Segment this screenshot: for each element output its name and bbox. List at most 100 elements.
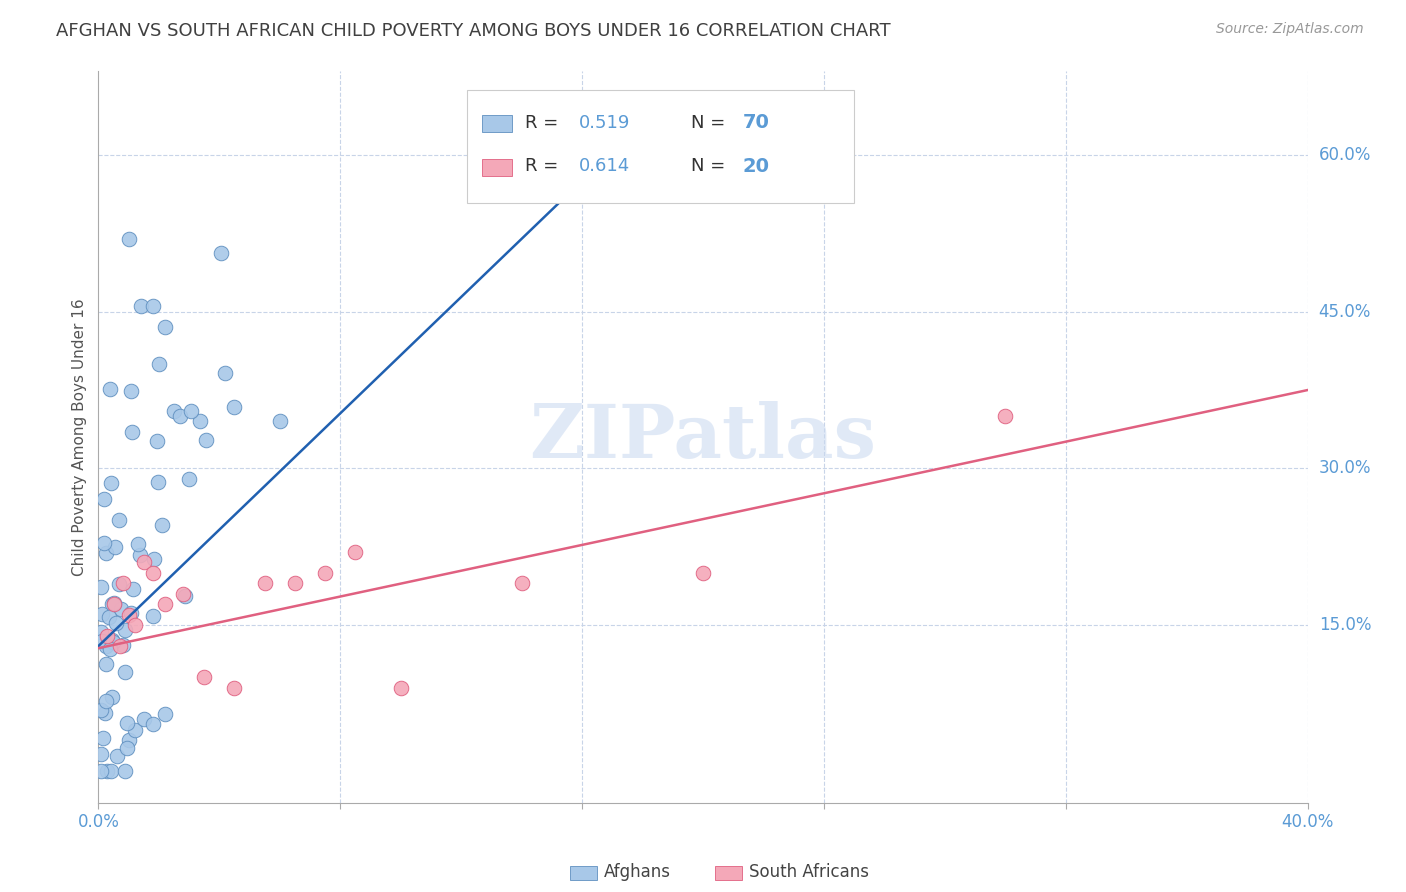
Point xyxy=(108,513,131,527)
Point xyxy=(115,741,138,756)
Point xyxy=(146,434,169,448)
Point xyxy=(100,764,122,779)
Point xyxy=(104,540,127,554)
FancyBboxPatch shape xyxy=(482,115,512,132)
Point xyxy=(96,629,118,643)
Point xyxy=(90,624,112,639)
Point xyxy=(169,409,191,423)
Text: ZIPatlas: ZIPatlas xyxy=(530,401,876,474)
Point xyxy=(224,400,246,414)
Point xyxy=(118,733,141,747)
Point xyxy=(143,551,166,566)
Point xyxy=(118,607,141,622)
Point xyxy=(90,747,112,761)
Point xyxy=(111,576,134,591)
Text: 0.614: 0.614 xyxy=(578,158,630,176)
Text: N =: N = xyxy=(690,158,731,176)
Point xyxy=(132,556,155,570)
Point xyxy=(142,566,165,580)
Point xyxy=(101,633,124,648)
Text: R =: R = xyxy=(526,158,564,176)
Point xyxy=(253,576,276,591)
Point xyxy=(344,545,367,559)
Point xyxy=(142,300,165,314)
Point xyxy=(195,433,218,447)
Point xyxy=(108,577,131,591)
Point xyxy=(152,518,174,533)
Point xyxy=(132,712,155,726)
Point xyxy=(172,587,194,601)
Point xyxy=(163,404,186,418)
Point xyxy=(100,476,122,491)
Point xyxy=(114,624,136,638)
Point xyxy=(105,748,128,763)
Point xyxy=(98,610,121,624)
Point xyxy=(100,597,122,611)
Point xyxy=(994,409,1017,424)
Point xyxy=(93,536,115,550)
Point xyxy=(153,320,176,334)
Point xyxy=(148,475,170,489)
Point xyxy=(118,231,141,245)
Text: 70: 70 xyxy=(742,113,769,132)
Point xyxy=(114,665,136,680)
Y-axis label: Child Poverty Among Boys Under 16: Child Poverty Among Boys Under 16 xyxy=(72,298,87,576)
Point xyxy=(129,300,152,314)
Point xyxy=(94,546,117,560)
Point xyxy=(148,357,170,371)
Point xyxy=(121,425,143,439)
Point xyxy=(96,764,118,779)
Point xyxy=(124,618,146,632)
Point xyxy=(91,607,114,621)
Point xyxy=(214,366,236,380)
Text: 30.0%: 30.0% xyxy=(1319,459,1371,477)
Point xyxy=(510,576,533,591)
Text: 0.519: 0.519 xyxy=(578,113,630,131)
Point xyxy=(94,694,117,708)
Point xyxy=(209,246,232,260)
Point xyxy=(115,716,138,731)
FancyBboxPatch shape xyxy=(467,90,855,203)
Point xyxy=(120,606,142,620)
FancyBboxPatch shape xyxy=(482,159,512,176)
Point xyxy=(153,706,176,721)
Point xyxy=(142,717,165,731)
Point xyxy=(153,597,176,611)
Point xyxy=(114,764,136,779)
Point xyxy=(96,639,118,653)
Point xyxy=(91,731,114,745)
Point xyxy=(188,414,211,428)
Text: Source: ZipAtlas.com: Source: ZipAtlas.com xyxy=(1216,22,1364,37)
Text: R =: R = xyxy=(526,113,564,131)
Point xyxy=(96,657,118,671)
Point xyxy=(100,641,122,656)
Point xyxy=(100,690,122,705)
Text: Afghans: Afghans xyxy=(603,863,671,881)
Point xyxy=(141,608,163,623)
Point xyxy=(108,639,131,653)
Text: N =: N = xyxy=(690,113,731,131)
Point xyxy=(127,537,149,551)
Point xyxy=(269,414,291,428)
Text: 20: 20 xyxy=(742,157,770,176)
Text: South Africans: South Africans xyxy=(749,863,869,881)
Point xyxy=(121,384,143,399)
Text: 15.0%: 15.0% xyxy=(1319,616,1371,634)
Point xyxy=(98,382,121,396)
FancyBboxPatch shape xyxy=(569,866,596,880)
Point xyxy=(103,597,125,611)
Text: 60.0%: 60.0% xyxy=(1319,146,1371,164)
Point xyxy=(103,596,125,610)
Point xyxy=(110,602,132,616)
Point xyxy=(174,589,197,603)
Point xyxy=(112,638,135,652)
Point xyxy=(93,492,115,507)
Point xyxy=(90,764,112,779)
Point xyxy=(177,472,201,486)
Point xyxy=(284,576,307,591)
Text: AFGHAN VS SOUTH AFRICAN CHILD POVERTY AMONG BOYS UNDER 16 CORRELATION CHART: AFGHAN VS SOUTH AFRICAN CHILD POVERTY AM… xyxy=(56,22,891,40)
Text: 45.0%: 45.0% xyxy=(1319,302,1371,321)
Point xyxy=(180,403,202,417)
Point xyxy=(105,616,128,631)
Point xyxy=(101,635,124,649)
